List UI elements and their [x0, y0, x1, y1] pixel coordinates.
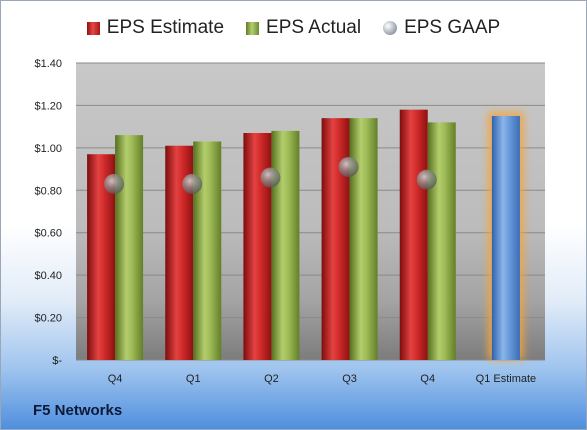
eps-actual-bar	[271, 130, 300, 360]
y-tick-label: $1.40	[34, 58, 62, 70]
eps-gaap-swatch	[383, 21, 398, 35]
eps-actual-swatch	[246, 21, 260, 35]
y-tick-label: $0.20	[34, 313, 62, 325]
y-tick-label: $0.40	[34, 270, 62, 282]
legend-item-eps-estimate: EPS Estimate	[86, 17, 225, 39]
legend-item-eps-actual: EPS Actual	[246, 17, 361, 39]
legend: EPS Estimate EPS Actual EPS GAAP	[1, 17, 586, 39]
y-axis-labels: $- $0.20 $0.40 $0.60 $0.80 $1.00 $1.20 $1.40	[34, 58, 62, 367]
eps-actual-bar	[115, 135, 144, 360]
x-tick-label: Q4	[108, 373, 123, 385]
eps-gaap-marker	[104, 173, 125, 194]
y-tick-label: $0.60	[34, 228, 62, 240]
eps-gaap-marker	[260, 167, 281, 188]
eps-gaap-label: EPS GAAP	[404, 17, 501, 38]
eps-estimate-label: EPS Estimate	[106, 17, 225, 38]
eps-actual-bar	[193, 141, 222, 360]
y-tick-label: $0.80	[34, 185, 62, 197]
x-tick-label: Q4	[420, 373, 435, 385]
eps-gaap-marker	[338, 156, 359, 177]
eps-actual-label: EPS Actual	[266, 17, 362, 38]
eps-estimate-bar	[321, 118, 350, 361]
x-tick-label: Q2	[264, 373, 279, 385]
eps-forecast-bar	[491, 116, 520, 361]
plot-area	[76, 63, 545, 360]
company-name: F5 Networks	[33, 402, 123, 419]
eps-actual-bar	[427, 122, 456, 361]
x-tick-label: Q3	[342, 373, 357, 385]
gaap-markers	[104, 156, 437, 194]
y-tick-label: $1.00	[34, 143, 62, 155]
x-tick-label: Q1 Estimate	[476, 373, 537, 385]
eps-estimate-bar	[243, 133, 272, 360]
bars	[87, 109, 524, 361]
eps-estimate-bar	[399, 109, 428, 361]
grid	[76, 62, 545, 361]
eps-gaap-marker	[416, 169, 437, 190]
eps-gaap-marker	[182, 173, 203, 194]
eps-actual-bar	[349, 118, 378, 361]
x-axis-labels: Q4 Q1 Q2 Q3 Q4 Q1 Estimate	[108, 373, 536, 385]
eps-estimate-swatch	[86, 21, 100, 35]
y-tick-label: $-	[52, 355, 62, 367]
x-tick-label: Q1	[186, 373, 201, 385]
y-tick-label: $1.20	[34, 100, 62, 112]
legend-item-eps-gaap: EPS GAAP	[383, 17, 500, 39]
